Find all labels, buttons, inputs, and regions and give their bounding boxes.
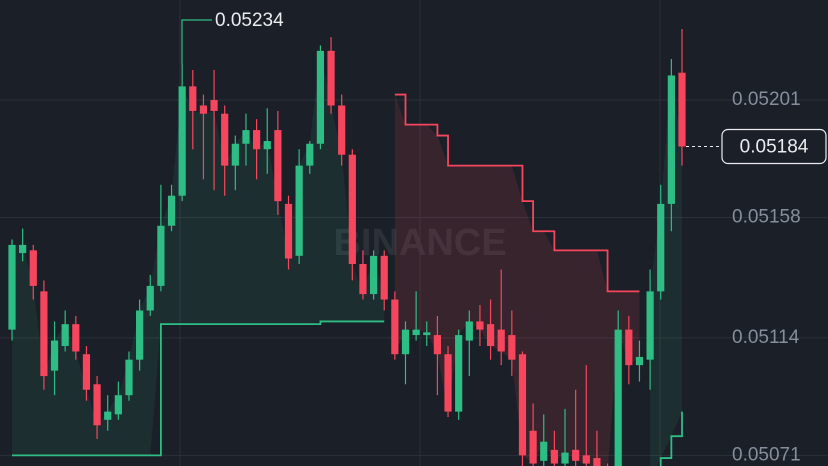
candle-body	[125, 359, 133, 396]
candle-body	[444, 354, 452, 412]
candle-body	[72, 324, 80, 352]
candle-body	[8, 244, 16, 330]
candle-body	[274, 130, 282, 202]
candle-body	[284, 203, 293, 259]
candle-body	[667, 75, 675, 204]
candle-body	[369, 255, 378, 295]
high-label: 0.05234	[215, 10, 284, 31]
candle-body	[61, 324, 69, 347]
trend-fill	[394, 94, 640, 466]
last-price-box	[721, 128, 827, 165]
candle-body	[50, 340, 59, 371]
candle-body	[221, 113, 229, 166]
candle-body	[657, 203, 665, 292]
candle-body	[178, 86, 186, 196]
candle-body	[518, 354, 527, 456]
candle-body	[625, 329, 633, 366]
candle-body	[242, 130, 250, 144]
candle-body	[593, 458, 601, 466]
candle-body	[167, 195, 176, 226]
y-tick-label: 0.05201	[732, 89, 801, 110]
candle-body	[508, 335, 516, 360]
trend-line	[394, 93, 640, 293]
y-tick-label: 0.05158	[732, 207, 801, 228]
candle-body	[476, 321, 484, 330]
candle-body	[391, 299, 399, 355]
candle-body	[401, 329, 410, 355]
candle-body	[572, 449, 580, 461]
candle-body	[93, 384, 101, 426]
candle-body	[614, 329, 622, 466]
high-pointer	[181, 19, 212, 65]
candle-body	[210, 100, 218, 111]
trend-line	[659, 411, 683, 466]
candle-body	[423, 332, 431, 336]
candle-body	[327, 50, 335, 106]
candle-body	[646, 291, 654, 360]
candle-body	[561, 452, 569, 464]
candle-body	[82, 354, 91, 390]
candle-body	[295, 165, 303, 256]
candle-body	[199, 105, 208, 114]
candle-body	[380, 255, 388, 300]
candle-body	[635, 356, 644, 366]
candle-body	[529, 430, 537, 464]
candle-body	[136, 310, 144, 360]
candle-body	[540, 441, 548, 461]
trend-line	[12, 320, 385, 457]
last-price-label: 0.05184	[740, 137, 809, 158]
candle-body	[412, 329, 420, 336]
candle-body	[40, 291, 48, 377]
candle-body	[253, 130, 261, 150]
candle-body	[359, 264, 367, 295]
candle-body	[157, 225, 165, 286]
candle-body	[465, 321, 473, 341]
candle-body	[433, 335, 441, 355]
candle-body	[146, 285, 154, 311]
candle-body	[114, 395, 122, 415]
y-tick-label: 0.05114	[732, 327, 800, 348]
candle-body	[231, 143, 239, 166]
candle-body	[486, 324, 495, 347]
candle-body	[678, 72, 686, 147]
candle-body	[29, 250, 37, 286]
candle-body	[19, 244, 27, 254]
trend-fill	[12, 50, 385, 456]
candle-body	[316, 50, 325, 144]
candle-body	[455, 335, 463, 412]
candle-body	[306, 143, 314, 166]
candle-body	[550, 449, 558, 464]
y-tick-label: 0.05071	[732, 444, 801, 465]
candle-body	[104, 411, 112, 420]
candle-body	[582, 455, 590, 464]
candle-body	[348, 154, 356, 265]
candle-body	[263, 141, 271, 150]
candle-body	[497, 329, 505, 352]
candle-body	[338, 105, 346, 155]
candle-body	[189, 86, 197, 111]
